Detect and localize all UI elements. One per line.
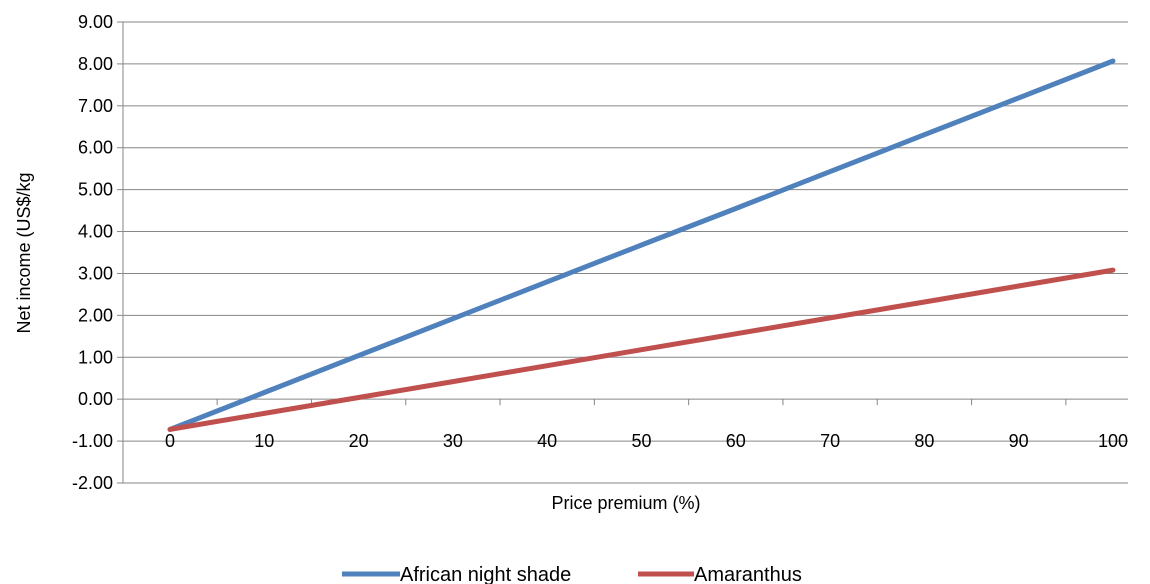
y-tick-label: 9.00 <box>78 12 113 32</box>
y-tick-label: -1.00 <box>72 431 113 451</box>
axes <box>117 21 1067 484</box>
series-line-amaranthus <box>167 267 1116 432</box>
legend: African night shade Amaranthus <box>342 564 802 584</box>
x-tick-label: 40 <box>537 431 557 451</box>
legend-item-amaranthus: Amaranthus <box>638 564 802 584</box>
y-tick-label: -2.00 <box>72 473 113 493</box>
legend-label-african-night-shade: African night shade <box>400 564 571 584</box>
y-axis-title: Net income (US$/kg <box>14 172 34 333</box>
x-tick-labels: 0 10 20 30 40 50 60 70 80 90 100 <box>165 431 1128 451</box>
y-tick-label: 6.00 <box>78 138 113 158</box>
x-tick-label: 60 <box>726 431 746 451</box>
y-tick-labels: -2.00 -1.00 0.00 1.00 2.00 3.00 4.00 5.00 6.00 7.… <box>72 12 113 493</box>
y-tick-label: 4.00 <box>78 222 113 242</box>
x-axis-title: Price premium (%) <box>551 493 700 513</box>
x-tick-label: 100 <box>1098 431 1128 451</box>
gridlines <box>123 21 1128 484</box>
x-tick-label: 10 <box>254 431 274 451</box>
y-tick-label: 2.00 <box>78 305 113 325</box>
legend-item-african-night-shade: African night shade <box>342 564 571 584</box>
y-tick-label: 7.00 <box>78 96 113 116</box>
y-tick-label: 5.00 <box>78 180 113 200</box>
x-tick-label: 50 <box>631 431 651 451</box>
x-tick-label: 0 <box>165 431 175 451</box>
series-lines <box>167 58 1116 432</box>
y-tick-label: 0.00 <box>78 389 113 409</box>
y-tick-label: 8.00 <box>78 54 113 74</box>
series-line-african-night-shade <box>167 58 1116 432</box>
x-tick-label: 70 <box>820 431 840 451</box>
y-tick-label: 3.00 <box>78 263 113 283</box>
legend-label-amaranthus: Amaranthus <box>694 564 802 584</box>
x-tick-label: 90 <box>1009 431 1029 451</box>
x-tick-label: 30 <box>443 431 463 451</box>
x-tick-label: 20 <box>349 431 369 451</box>
y-tick-label: 1.00 <box>78 347 113 367</box>
x-tick-label: 80 <box>914 431 934 451</box>
